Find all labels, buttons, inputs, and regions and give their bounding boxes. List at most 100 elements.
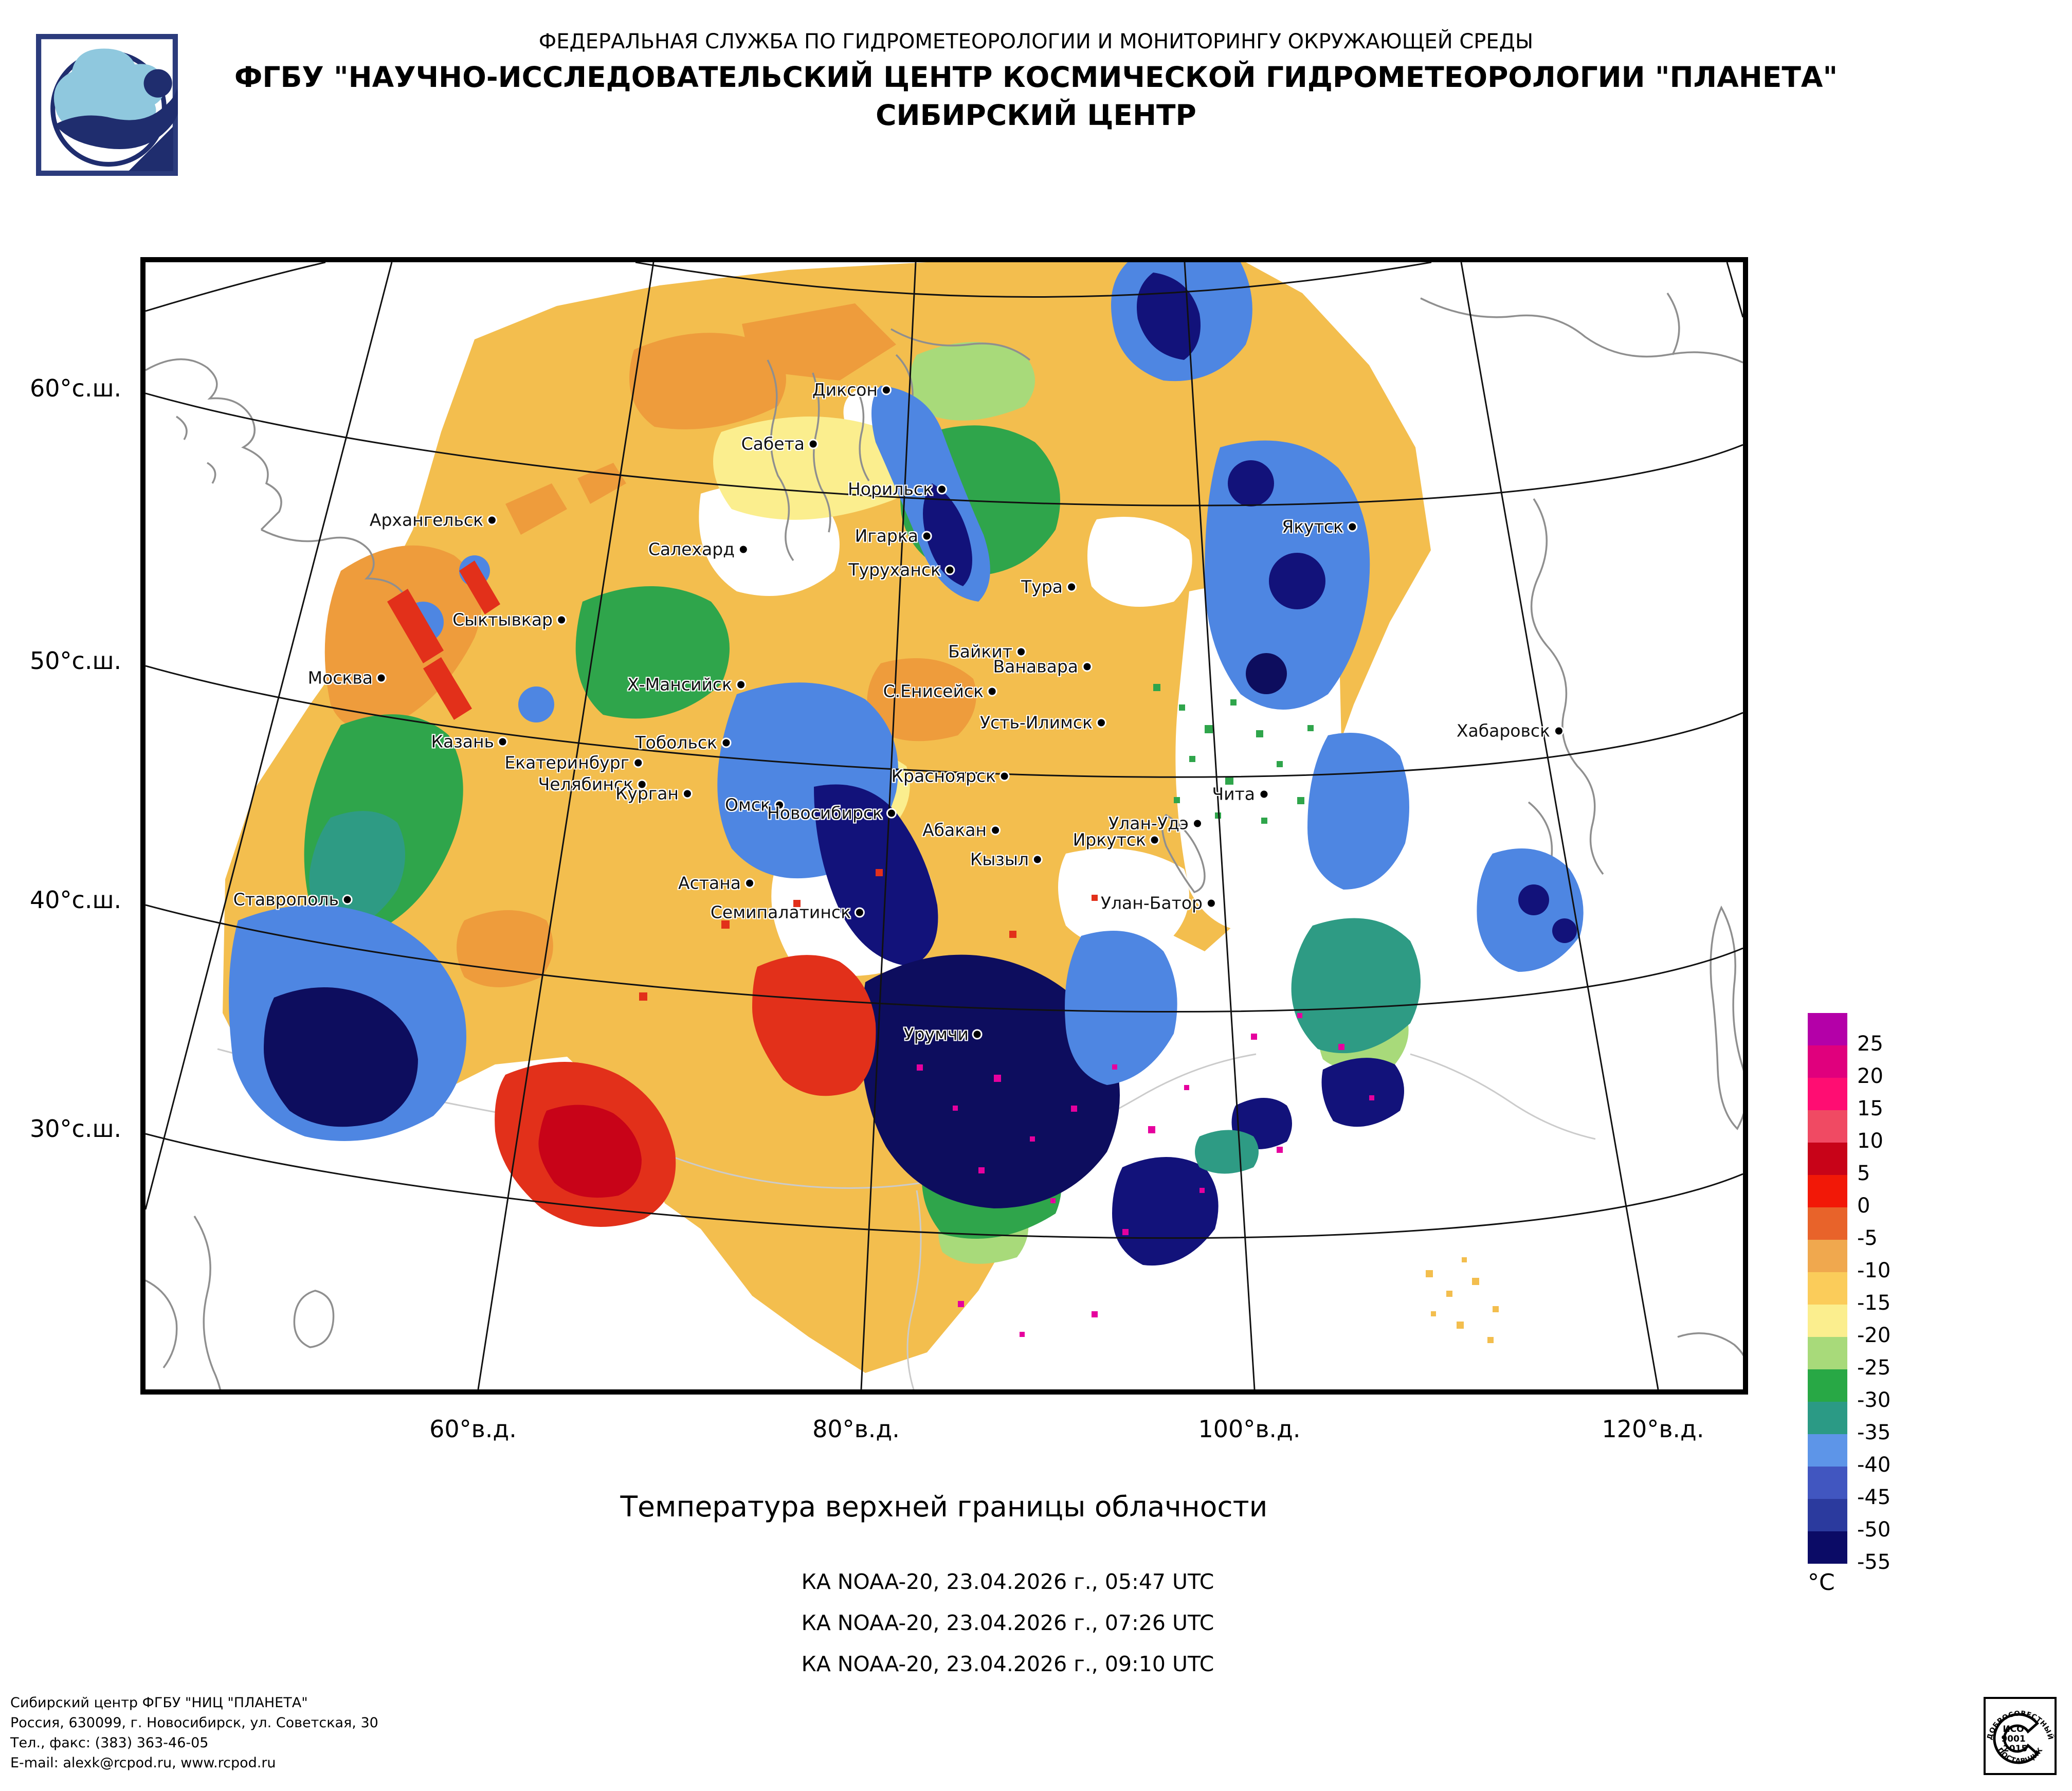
legend-segment: 20 — [1808, 1045, 1883, 1088]
satellite-pass-2: КА NOAA-20, 23.04.2026 г., 07:26 UTC — [801, 1611, 1214, 1635]
city-dot — [774, 800, 785, 810]
latitude-label-30: 30°с.ш. — [30, 1115, 122, 1143]
gold-speckles — [1426, 1257, 1499, 1343]
city-dot — [937, 484, 947, 494]
magenta-speckles — [917, 1013, 1374, 1337]
city-dot — [1082, 661, 1092, 672]
city-dot — [1554, 726, 1564, 736]
city-dot — [1096, 717, 1106, 728]
footer-phone: Тел., факс: (383) 363-46-05 — [10, 1735, 209, 1751]
city-label: Тура — [1021, 577, 1077, 597]
temperature-legend: 25 20 15 10 5 0 -5 -10 -15 -20 -25 -30 -… — [1808, 1013, 1891, 1574]
legend-segment: -40 — [1808, 1434, 1891, 1477]
city-dot — [744, 878, 755, 888]
city-label: Казань — [431, 732, 508, 752]
iso-9001-stamp: ДОБРОСОВЕСТНЫЙ ПОСТАВЩИК ИСО 9001 -2015 — [1984, 1697, 2057, 1775]
city-dot — [944, 565, 955, 575]
longitude-label-100: 100°в.д. — [1198, 1415, 1301, 1443]
city-label: Улан-Удэ — [1108, 813, 1203, 834]
legend-segment: -10 — [1808, 1240, 1891, 1282]
latitude-label-40: 40°с.ш. — [30, 886, 122, 914]
city-dot — [342, 894, 353, 904]
legend-segment: -20 — [1808, 1305, 1891, 1347]
map-frame — [140, 257, 1750, 1440]
city-dot — [736, 679, 746, 690]
city-dot — [738, 544, 749, 554]
cloud-icon — [53, 48, 165, 133]
header: ФЕДЕРАЛЬНАЯ СЛУЖБА ПО ГИДРОМЕТЕОРОЛОГИИ … — [0, 30, 2072, 132]
city-label: Абакан — [922, 820, 1001, 840]
city-dot — [682, 788, 693, 799]
legend-segment: 25 — [1808, 1013, 1883, 1056]
header-line-3: СИБИРСКИЙ ЦЕНТР — [876, 99, 1196, 132]
city-dot — [886, 808, 897, 818]
city-dot — [808, 439, 819, 449]
footer-org: Сибирский центр ФГБУ "НИЦ "ПЛАНЕТА" — [10, 1695, 308, 1711]
city-dot — [1066, 582, 1077, 592]
city-label: Тобольск — [635, 733, 731, 753]
city-label: Красноярск — [892, 766, 1010, 786]
footer-address: Россия, 630099, г. Новосибирск, ул. Сове… — [10, 1715, 378, 1731]
city-dot — [633, 757, 643, 768]
planeta-logo — [36, 34, 178, 176]
latitude-label-60: 60°с.ш. — [30, 374, 122, 402]
city-dot — [855, 907, 865, 917]
city-dot — [922, 531, 932, 541]
city-label: Москва — [308, 668, 387, 688]
legend-segment: -55 — [1808, 1531, 1891, 1574]
green-speckle-field — [1153, 684, 1314, 824]
longitude-label-60: 60°в.д. — [429, 1415, 517, 1443]
city-dot — [376, 673, 387, 683]
longitude-label-80: 80°в.д. — [812, 1415, 900, 1443]
city-label: Новосибирск — [767, 803, 897, 823]
city-label: Омск — [725, 795, 785, 815]
city-dot — [1347, 521, 1357, 532]
stamp-iso: ИСО — [2003, 1724, 2024, 1734]
coastlines — [145, 293, 1750, 1440]
legend-segment: 10 — [1808, 1110, 1883, 1153]
legend-segment: 15 — [1808, 1078, 1883, 1120]
city-label: Х-Мансийск — [627, 675, 746, 695]
legend-segment: 5 — [1808, 1143, 1870, 1185]
city-label: Норильск — [848, 479, 947, 499]
legend-segment: -25 — [1808, 1337, 1891, 1380]
map-canvas — [144, 261, 1750, 1440]
legend-segment: -30 — [1808, 1369, 1891, 1412]
city-dot — [987, 686, 997, 696]
wave-icon — [54, 88, 178, 150]
city-label: Ванавара — [993, 657, 1092, 677]
city-label: Курган — [615, 784, 693, 804]
city-label: Кызыл — [970, 849, 1043, 870]
city-dot — [1206, 898, 1216, 908]
legend-unit: °C — [1808, 1569, 1835, 1596]
city-label: Туруханск — [848, 560, 955, 580]
city-label: Усть-Илимск — [980, 713, 1106, 733]
city-label: Семипалатинск — [711, 902, 865, 922]
city-dot — [881, 385, 892, 395]
city-dot — [990, 825, 1001, 835]
longitude-label-120: 120°в.д. — [1602, 1415, 1704, 1443]
city-label: Иркутск — [1073, 830, 1160, 850]
city-label: Чита — [1212, 784, 1269, 804]
city-label: Ставрополь — [233, 890, 353, 910]
satellite-icon — [143, 69, 172, 98]
city-label: Сабета — [741, 434, 819, 454]
legend-segment: -5 — [1808, 1207, 1878, 1250]
legend-segment: -45 — [1808, 1467, 1891, 1509]
stamp-9001: 9001 — [2001, 1734, 2025, 1744]
city-dot — [972, 1029, 983, 1039]
city-dot — [1032, 854, 1043, 864]
city-label: Сыктывкар — [452, 610, 567, 630]
city-label: Урумчи — [904, 1024, 983, 1044]
city-dot — [1016, 646, 1026, 657]
city-dot — [721, 737, 731, 748]
city-dot — [487, 515, 497, 525]
latitude-label-50: 50°с.ш. — [30, 647, 122, 675]
header-line-2: ФГБУ "НАУЧНО-ИССЛЕДОВАТЕЛЬСКИЙ ЦЕНТР КОС… — [234, 61, 1838, 94]
city-label: Екатеринбург — [504, 753, 643, 773]
city-label: С.Енисейск — [883, 681, 997, 701]
footer: Сибирский центр ФГБУ "НИЦ "ПЛАНЕТА" Росс… — [10, 1693, 378, 1773]
cloud-systems — [229, 262, 1584, 1343]
city-dot — [1259, 789, 1269, 799]
